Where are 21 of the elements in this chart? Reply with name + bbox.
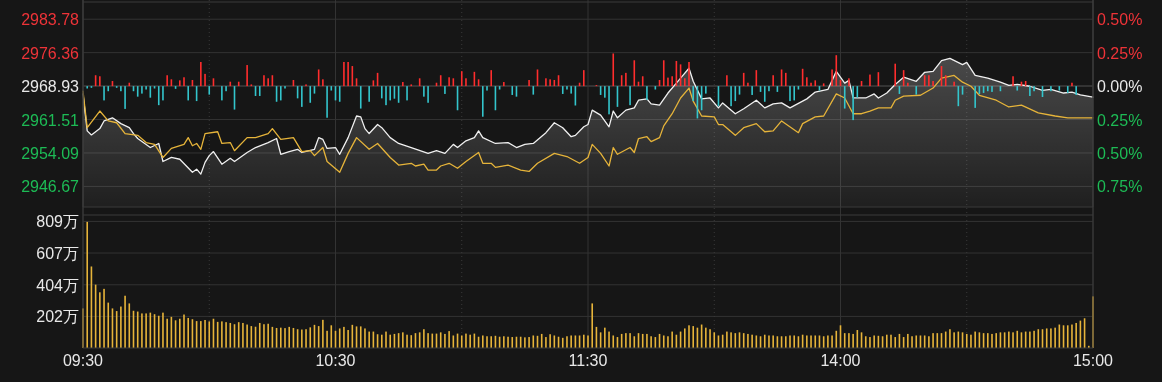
y2-tick-label: 0.00%: [1097, 78, 1143, 96]
y-tick-label: 2968.93: [21, 78, 80, 96]
x-tick-label: 09:30: [62, 352, 104, 369]
y-tick-label: 2954.09: [21, 144, 80, 162]
x-tick-label: 14:00: [820, 352, 861, 369]
y-tick-label: 404万: [36, 276, 79, 294]
y2-tick-label: 0.50%: [1097, 11, 1143, 29]
y2-tick-label: 0.50%: [1097, 144, 1143, 162]
y2-tick-label: 0.25%: [1097, 44, 1143, 62]
y-tick-label: 2976.36: [21, 44, 80, 62]
y-tick-label: 607万: [36, 245, 79, 263]
x-tick-label: 15:00: [1072, 352, 1114, 369]
y-tick-label: 2983.78: [21, 11, 80, 29]
x-tick-label: 11:30: [568, 352, 608, 369]
y-tick-label: 2946.67: [21, 178, 80, 196]
y-tick-label: 2961.51: [21, 111, 80, 129]
y2-tick-label: 0.25%: [1097, 111, 1143, 129]
y2-tick-label: 0.75%: [1097, 178, 1143, 196]
y-tick-label: 809万: [36, 213, 79, 231]
x-tick-label: 10:30: [315, 352, 356, 369]
y-tick-label: 202万: [36, 308, 79, 326]
